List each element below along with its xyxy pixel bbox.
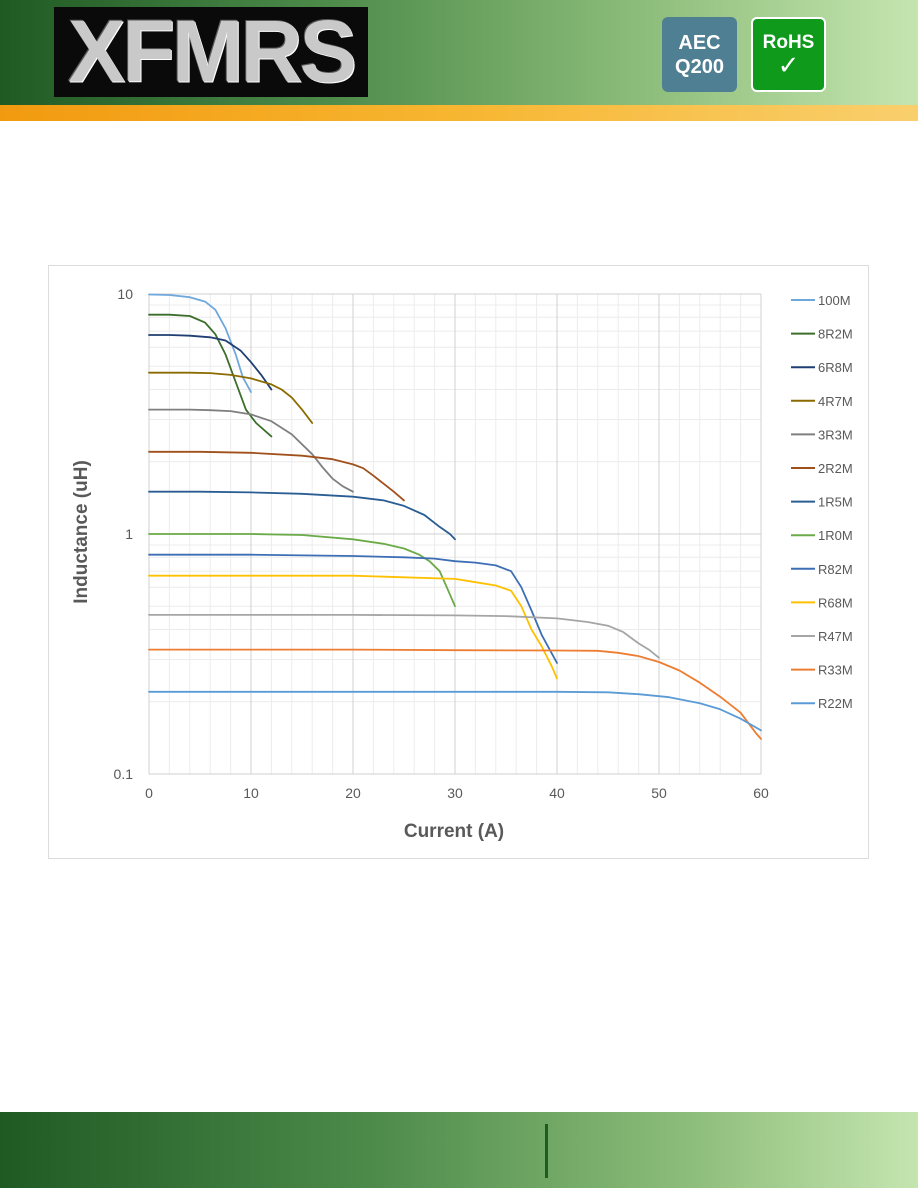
footer-divider: [545, 1124, 548, 1178]
series-line-1R5M: [148, 490, 456, 541]
series-line-1R0M: [148, 533, 456, 608]
x-tick-label: 40: [549, 785, 565, 801]
legend-entry-R68M: R68M: [818, 595, 853, 610]
rohs-badge-label: RoHS: [762, 31, 815, 53]
legend-entry-R33M: R33M: [818, 663, 853, 678]
aec-q200-badge: AEC Q200: [662, 17, 737, 92]
legend-entry-R47M: R47M: [818, 629, 853, 644]
legend-entry-6R8M: 6R8M: [818, 360, 853, 375]
y-tick-label: 10: [117, 286, 133, 302]
series-line-R68M: [148, 574, 558, 680]
rohs-badge: RoHS ✓: [751, 17, 826, 92]
check-icon: ✓: [777, 50, 800, 81]
x-tick-label: 10: [243, 785, 259, 801]
series-line-6R8M: [148, 334, 273, 391]
legend-entry-1R0M: 1R0M: [818, 528, 853, 543]
series-line-R33M: [148, 648, 762, 740]
x-tick-label: 0: [145, 785, 153, 801]
series-line-R22M: [148, 690, 762, 732]
chart-legend: 100M 8R2M 6R8M 4R7M 3R3M 2R2M 1R5M 1R0M R82M R68M…: [791, 293, 853, 711]
aec-badge-line2: Q200: [675, 55, 724, 78]
x-axis-label: Current (A): [404, 821, 504, 842]
x-tick-label: 30: [447, 785, 463, 801]
series-line-R82M: [148, 553, 558, 664]
y-tick-label: 0.1: [114, 766, 134, 782]
legend-entry-8R2M: 8R2M: [818, 327, 853, 342]
inductance-vs-current-chart: 0 10 20 30 40 50 60 0.1 1 10 100M 8R2M 6R8M 4R7M 3R3M…: [71, 286, 853, 842]
series-line-100M: [148, 293, 252, 393]
series-line-3R3M: [148, 408, 354, 493]
inductance-chart-frame: 0 10 20 30 40 50 60 0.1 1 10 100M 8R2M 6R8M 4R7M 3R3M…: [48, 265, 869, 859]
legend-entry-2R2M: 2R2M: [818, 461, 853, 476]
legend-entry-R82M: R82M: [818, 562, 853, 577]
y-axis-label: Inductance (uH): [71, 460, 92, 604]
legend-entry-R22M: R22M: [818, 696, 853, 711]
tick-labels: 0 10 20 30 40 50 60 0.1 1 10: [114, 286, 769, 801]
legend-entry-4R7M: 4R7M: [818, 394, 853, 409]
header-accent-stripe: [0, 105, 918, 121]
aec-badge-line1: AEC: [678, 31, 721, 54]
series-line-R47M: [148, 614, 660, 659]
series-lines: [148, 293, 762, 740]
logo-text: XFMRS: [68, 7, 357, 97]
series-line-4R7M: [148, 371, 314, 424]
legend-entry-3R3M: 3R3M: [818, 427, 853, 442]
series-line-8R2M: [148, 313, 273, 438]
company-logo: XFMRS: [54, 7, 368, 97]
legend-entry-1R5M: 1R5M: [818, 495, 853, 510]
legend-entry-100M: 100M: [818, 293, 851, 308]
x-tick-label: 60: [753, 785, 769, 801]
x-tick-label: 20: [345, 785, 361, 801]
series-line-2R2M: [148, 450, 405, 502]
y-tick-label: 1: [125, 526, 133, 542]
page-footer: [0, 1112, 918, 1188]
x-tick-label: 50: [651, 785, 667, 801]
